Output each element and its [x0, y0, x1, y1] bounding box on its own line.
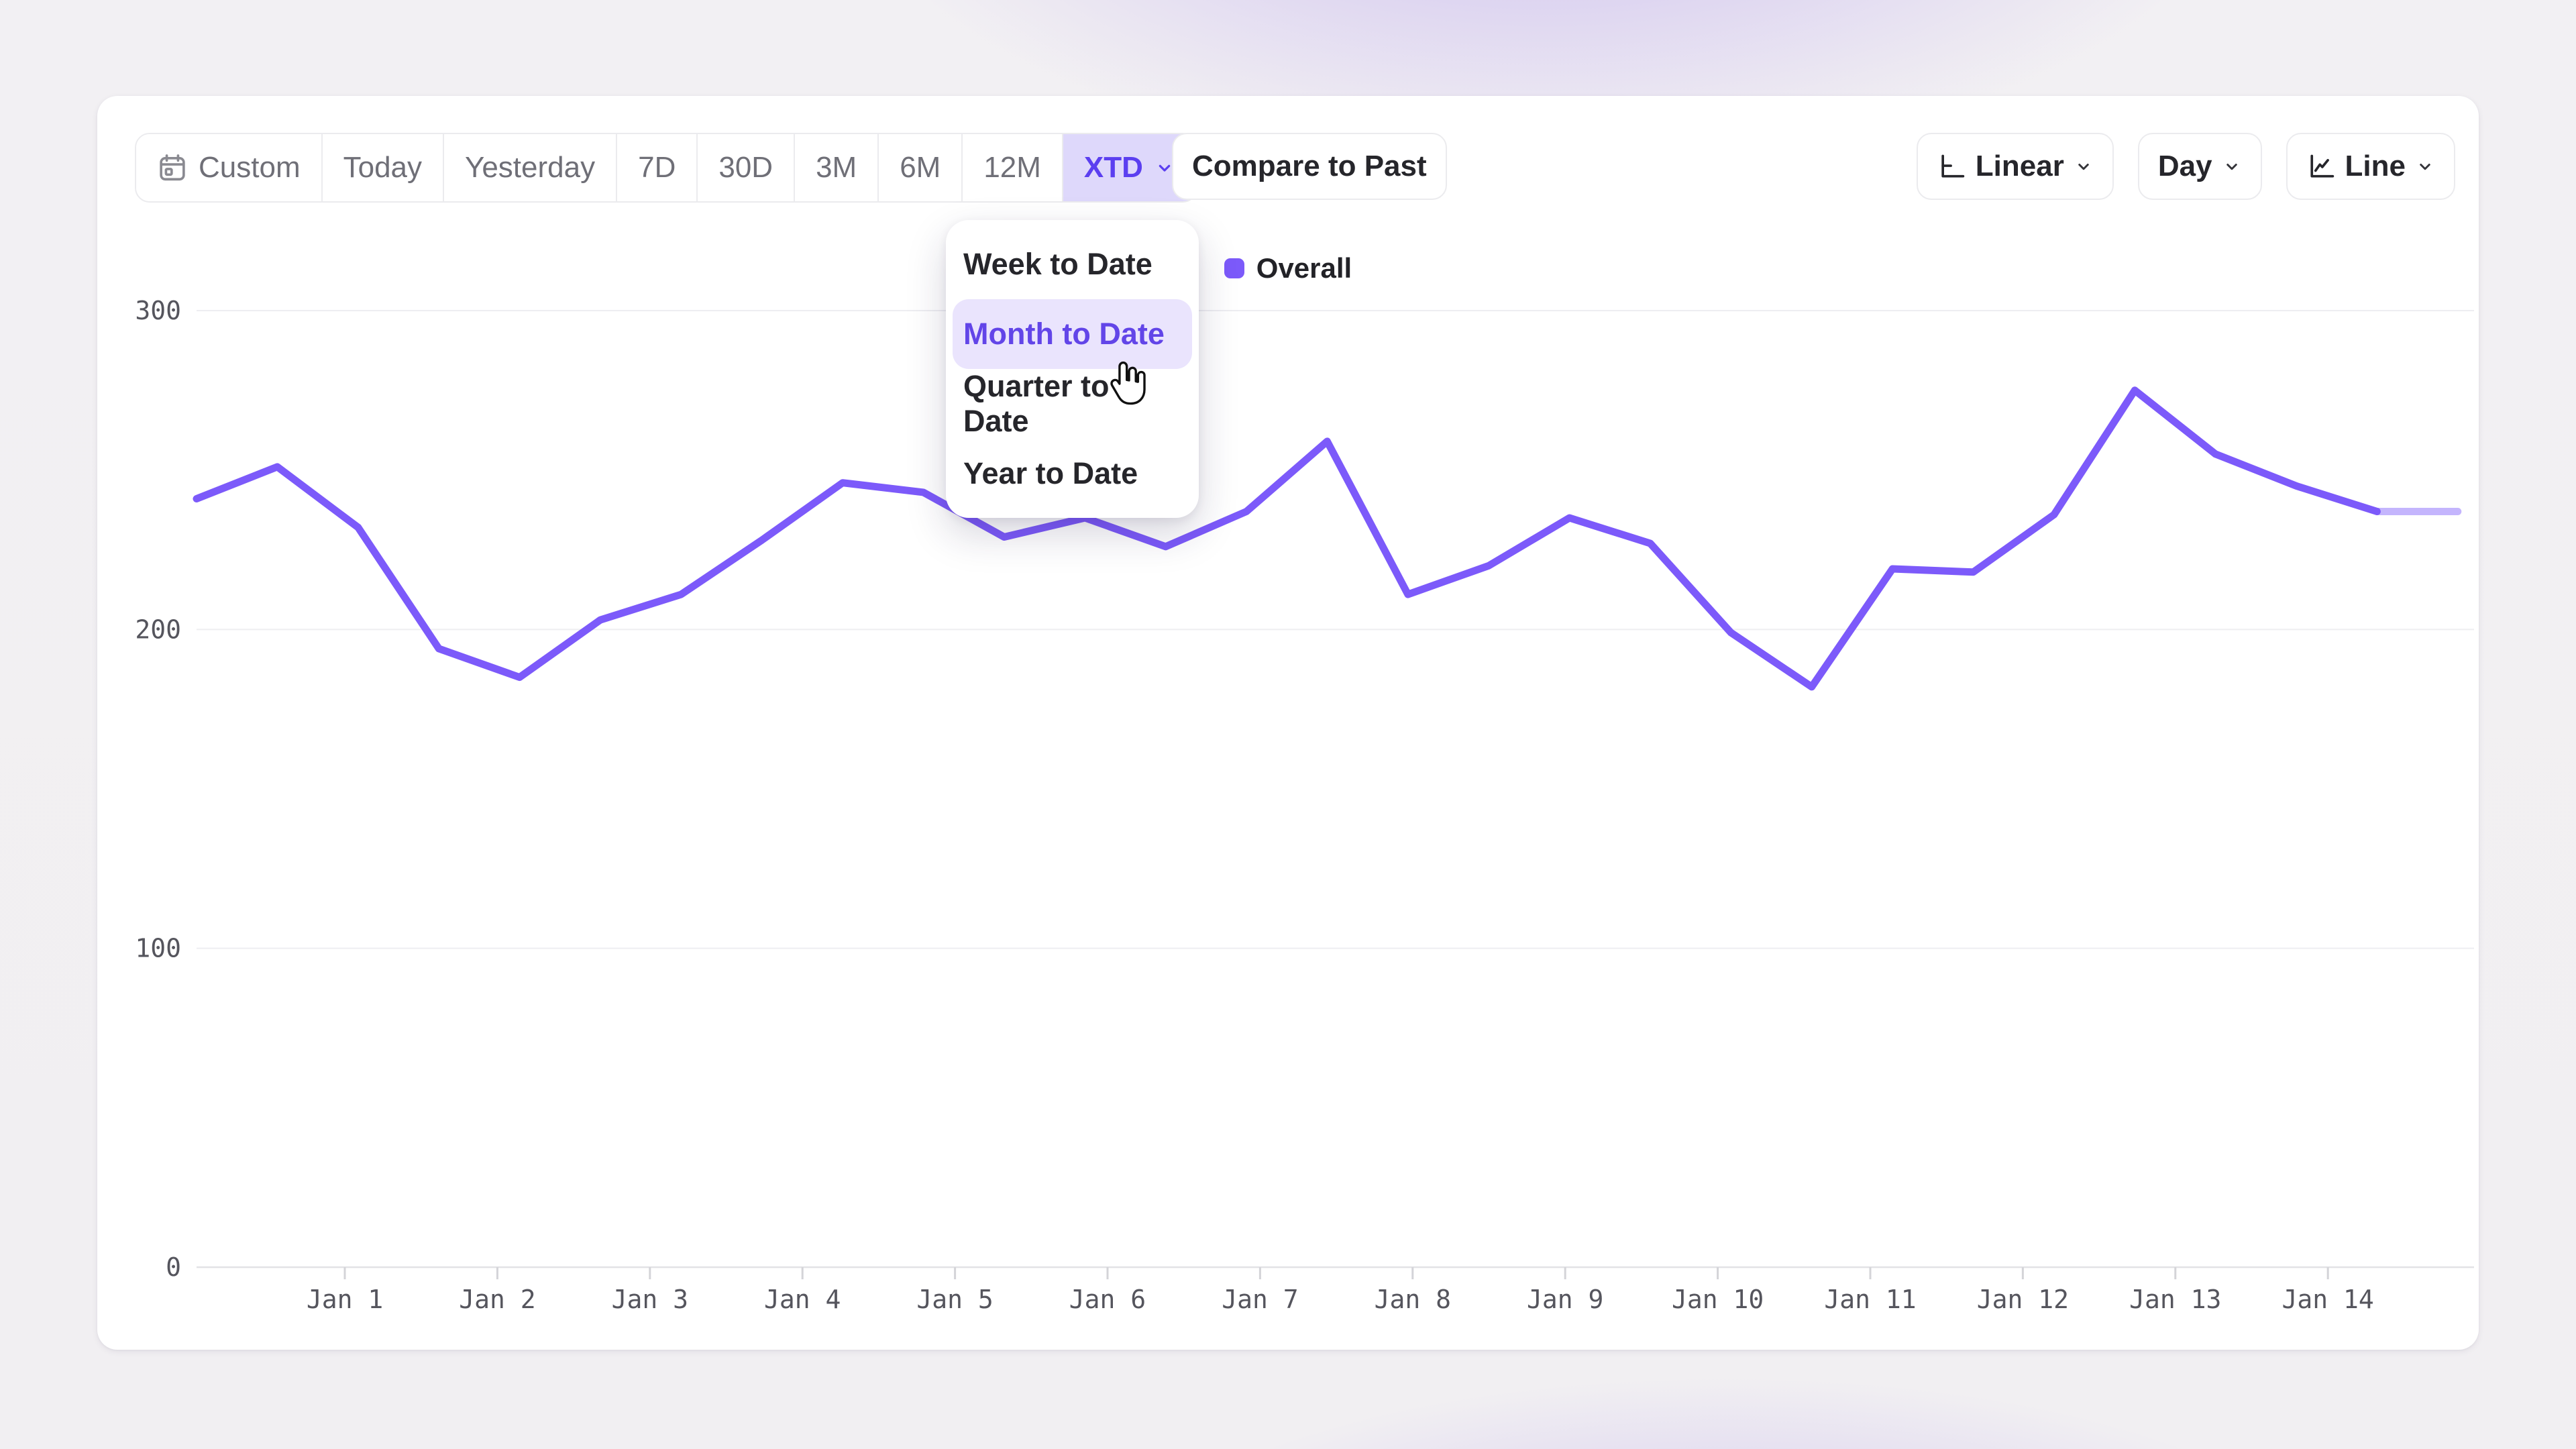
date-range-picker: Custom Today Yesterday 7D 30D 3M 6M 12M … [135, 133, 1197, 203]
granularity-select-button[interactable]: Day [2137, 133, 2262, 200]
svg-text:Jan 10: Jan 10 [1672, 1285, 1764, 1314]
chevron-down-icon [2222, 156, 2242, 176]
range-yesterday-label: Yesterday [465, 151, 596, 184]
range-7d-label: 7D [638, 151, 676, 184]
svg-text:0: 0 [166, 1252, 181, 1282]
chart-type-select-button[interactable]: Line [2286, 133, 2455, 200]
svg-text:Jan 14: Jan 14 [2282, 1285, 2374, 1314]
xtd-dropdown-menu: Week to Date Month to Date Quarter to Da… [946, 220, 1199, 518]
menu-item-label: Quarter to Date [963, 369, 1110, 438]
menu-item-year-to-date[interactable]: Year to Date [953, 439, 1192, 508]
scale-select-button[interactable]: Linear [1916, 133, 2114, 200]
range-custom-button[interactable]: Custom [136, 134, 323, 201]
chevron-down-icon [2074, 156, 2094, 176]
axis-scale-icon [1937, 152, 1966, 181]
scale-select-label: Linear [1975, 150, 2064, 182]
calendar-icon [157, 152, 188, 183]
range-yesterday-button[interactable]: Yesterday [444, 134, 618, 201]
chevron-down-icon [2415, 156, 2435, 176]
range-3m-button[interactable]: 3M [795, 134, 879, 201]
chart-type-select-label: Line [2345, 150, 2406, 182]
range-today-button[interactable]: Today [322, 134, 445, 201]
compare-to-past-button[interactable]: Compare to Past [1172, 133, 1447, 200]
chart-settings-group: Linear Day Line [1916, 133, 2455, 200]
svg-text:200: 200 [135, 614, 181, 644]
range-12m-label: 12M [983, 151, 1041, 184]
svg-text:300: 300 [135, 296, 181, 325]
menu-item-label: Week to Date [963, 247, 1152, 281]
compare-to-past-label: Compare to Past [1192, 150, 1427, 182]
range-6m-label: 6M [900, 151, 941, 184]
range-3m-label: 3M [816, 151, 857, 184]
svg-text:Jan 1: Jan 1 [307, 1285, 383, 1314]
svg-text:Jan 4: Jan 4 [764, 1285, 841, 1314]
menu-item-label: Month to Date [963, 317, 1165, 351]
chart-svg[interactable]: 0 100 200 300 Jan 1 Jan 2 Jan 3 Jan 4 Jan 5 Jan 6… [97, 255, 2479, 1342]
svg-text:Jan 12: Jan 12 [1977, 1285, 2069, 1314]
range-7d-button[interactable]: 7D [617, 134, 698, 201]
range-30d-label: 30D [718, 151, 773, 184]
menu-item-month-to-date[interactable]: Month to Date [953, 299, 1192, 369]
range-xtd-label: XTD [1083, 151, 1143, 184]
menu-item-quarter-to-date[interactable]: Quarter to Date [953, 369, 1192, 439]
range-12m-button[interactable]: 12M [963, 134, 1063, 201]
svg-text:100: 100 [135, 934, 181, 963]
svg-text:Jan 6: Jan 6 [1069, 1285, 1146, 1314]
svg-text:Jan 5: Jan 5 [916, 1285, 993, 1314]
menu-item-label: Year to Date [963, 456, 1138, 490]
svg-text:Jan 2: Jan 2 [459, 1285, 535, 1314]
range-today-label: Today [343, 151, 423, 184]
range-30d-button[interactable]: 30D [698, 134, 796, 201]
svg-text:Jan 9: Jan 9 [1527, 1285, 1603, 1314]
svg-text:Jan 8: Jan 8 [1375, 1285, 1451, 1314]
svg-text:Jan 11: Jan 11 [1824, 1285, 1916, 1314]
range-custom-label: Custom [199, 151, 301, 184]
svg-text:Jan 7: Jan 7 [1222, 1285, 1298, 1314]
svg-text:Jan 3: Jan 3 [612, 1285, 688, 1314]
chart-card: Custom Today Yesterday 7D 30D 3M 6M 12M … [97, 96, 2479, 1350]
range-6m-button[interactable]: 6M [879, 134, 963, 201]
granularity-select-label: Day [2157, 150, 2212, 182]
chevron-down-icon [1154, 157, 1175, 178]
svg-text:Jan 13: Jan 13 [2129, 1285, 2221, 1314]
line-chart-icon [2306, 152, 2336, 181]
menu-item-week-to-date[interactable]: Week to Date [953, 229, 1192, 299]
